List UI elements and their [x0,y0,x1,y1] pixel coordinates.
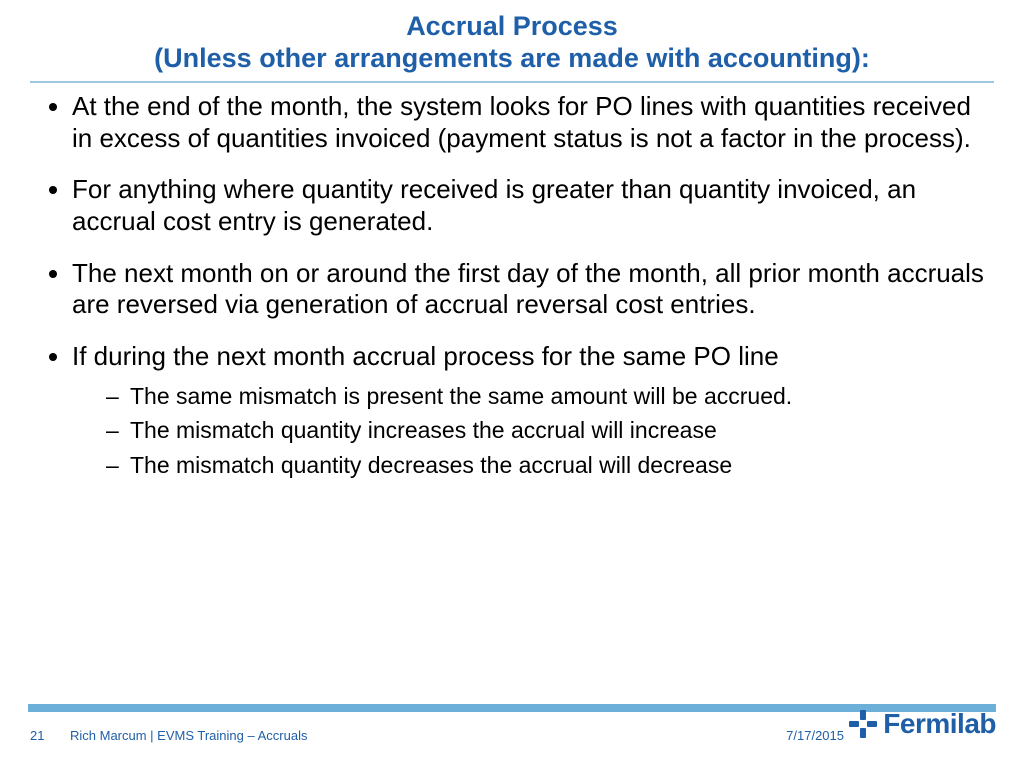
bullet-text: At the end of the month, the system look… [72,91,971,153]
sub-bullet-list: The same mismatch is present the same am… [72,381,988,480]
page-number: 21 [30,728,60,743]
bullet-item: At the end of the month, the system look… [72,91,988,154]
title-line-2: (Unless other arrangements are made with… [30,42,994,74]
fermilab-wordmark: Fermilab [883,708,996,740]
title-rule [30,81,994,83]
bullet-text: If during the next month accrual process… [72,341,779,371]
sub-bullet-item: The mismatch quantity decreases the accr… [106,450,988,480]
title-line-1: Accrual Process [30,10,994,42]
sub-bullet-item: The same mismatch is present the same am… [106,381,988,411]
bullet-list: At the end of the month, the system look… [36,91,988,480]
slide: Accrual Process (Unless other arrangemen… [0,0,1024,768]
footer-date: 7/17/2015 [786,728,844,743]
slide-title: Accrual Process (Unless other arrangemen… [30,10,994,81]
sub-bullet-item: The mismatch quantity increases the accr… [106,415,988,445]
slide-body: At the end of the month, the system look… [30,91,994,480]
fermilab-mark-icon [847,708,879,740]
bullet-item: The next month on or around the first da… [72,258,988,321]
bullet-item: If during the next month accrual process… [72,341,988,480]
bullet-item: For anything where quantity received is … [72,174,988,237]
fermilab-logo: Fermilab [847,708,996,740]
bullet-text: The next month on or around the first da… [72,258,984,320]
footer-author: Rich Marcum | EVMS Training – Accruals [70,728,307,743]
bullet-text: For anything where quantity received is … [72,174,916,236]
